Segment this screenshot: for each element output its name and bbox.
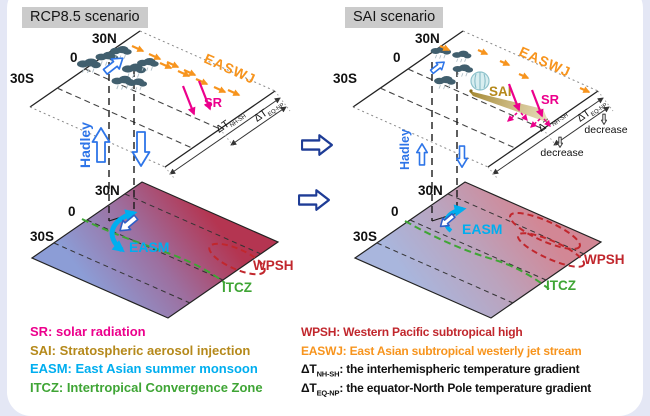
right-diagram: 30N 0 30S ΔTNH-SH ΔTEQ-NP decrease decre… — [333, 30, 628, 319]
legend-right-column: WPSH: Western Pacific subtropical high E… — [301, 323, 591, 397]
legend-item-wpsh: WPSH: Western Pacific subtropical high — [301, 325, 523, 339]
right-sai-label: SAI — [489, 84, 512, 99]
right-deltaT-axes — [487, 90, 614, 179]
sai-balloon-icon — [469, 71, 490, 93]
right-easm-label: EASM — [462, 221, 502, 237]
scenario-transition-arrows — [297, 134, 334, 211]
scenario-diagram-canvas: 30N 0 30S ΔTNH-SH ΔTEQ-NP 30N 0 30S WPSH — [10, 30, 628, 319]
legend-item-itcz: ITCZ: Intertropical Convergence Zone — [30, 379, 263, 395]
right-sr-scatter-arrows — [507, 112, 551, 128]
legend-item-dt-nhsh: ΔTNH-SH: the interhemispheric temperatur… — [301, 362, 580, 379]
right-bottom-lat-30s: 30S — [353, 229, 377, 244]
left-sr-label: SR — [204, 95, 223, 110]
legend-item-sr: SR: solar radiation — [30, 324, 146, 339]
left-top-lat-30n: 30N — [92, 31, 117, 46]
left-deltaT-axes — [164, 90, 291, 179]
left-easm-arrow — [109, 209, 138, 253]
legend-left-column: SR: solar radiation SAI: Stratospheric a… — [30, 323, 263, 397]
right-decrease-eqnp: decrease — [584, 124, 627, 136]
left-wpsh-label: WPSH — [253, 258, 294, 273]
right-panel-title: SAI scenario — [345, 7, 444, 28]
left-bottom-lat-30s: 30S — [30, 229, 54, 244]
right-top-lat-30s: 30S — [333, 71, 357, 86]
right-bottom-lat-0: 0 — [391, 204, 399, 219]
left-top-lat-30s: 30S — [10, 71, 34, 86]
left-easm-label: EASM — [129, 239, 169, 255]
right-itcz-label: ITCZ — [546, 278, 576, 293]
transition-arrow-top — [300, 134, 334, 156]
left-itcz-label: ITCZ — [222, 280, 252, 295]
left-itcz-line — [81, 218, 226, 284]
right-bottom-plane: 30N 0 30S — [353, 181, 603, 319]
right-wpsh-ellipse-inner — [516, 232, 586, 268]
right-top-lat-0: 0 — [393, 50, 401, 65]
left-wpsh-ellipse — [208, 242, 266, 276]
left-hadley-label: Hadley — [77, 122, 93, 168]
left-bottom-lat-30n: 30N — [95, 183, 120, 198]
legend-item-easwj: EASWJ: East Asian subtropical westerly j… — [301, 343, 582, 358]
sai-aerosol-plume — [469, 91, 549, 123]
right-wpsh-label: WPSH — [584, 252, 625, 267]
right-decrease-nhsh: decrease — [540, 147, 583, 159]
left-top-lat-0: 0 — [70, 50, 78, 65]
right-sr-arrows — [507, 83, 544, 118]
legend-item-dt-eqnp: ΔTEQ-NP: the equator-North Pole temperat… — [301, 380, 592, 397]
left-diagram: 30N 0 30S ΔTNH-SH ΔTEQ-NP 30N 0 30S WPSH — [10, 30, 294, 319]
legend-item-easm: EASM: East Asian summer monsoon — [30, 361, 258, 376]
right-wpsh-ellipse-outer — [509, 212, 581, 250]
right-bottom-lat-30n: 30N — [418, 183, 443, 198]
right-easwj-arrows — [439, 44, 591, 94]
legend-item-sai: SAI: Stratospheric aerosol injection — [30, 342, 251, 358]
transition-arrow-bottom — [297, 189, 331, 211]
left-sr-arrows — [181, 80, 212, 116]
left-panel-title: RCP8.5 scenario — [22, 7, 148, 28]
right-itcz-line — [404, 220, 550, 290]
right-top-lat-30n: 30N — [415, 31, 440, 46]
left-easwj-arrows — [131, 44, 241, 97]
right-hadley-label: Hadley — [398, 129, 412, 170]
left-bottom-plane: 30N 0 30S — [30, 181, 280, 319]
left-bottom-lat-0: 0 — [68, 204, 76, 219]
decrease-down-arrow-icon — [600, 113, 608, 125]
right-hadley-up-arrow — [415, 143, 429, 166]
right-sr-label: SR — [541, 92, 560, 107]
